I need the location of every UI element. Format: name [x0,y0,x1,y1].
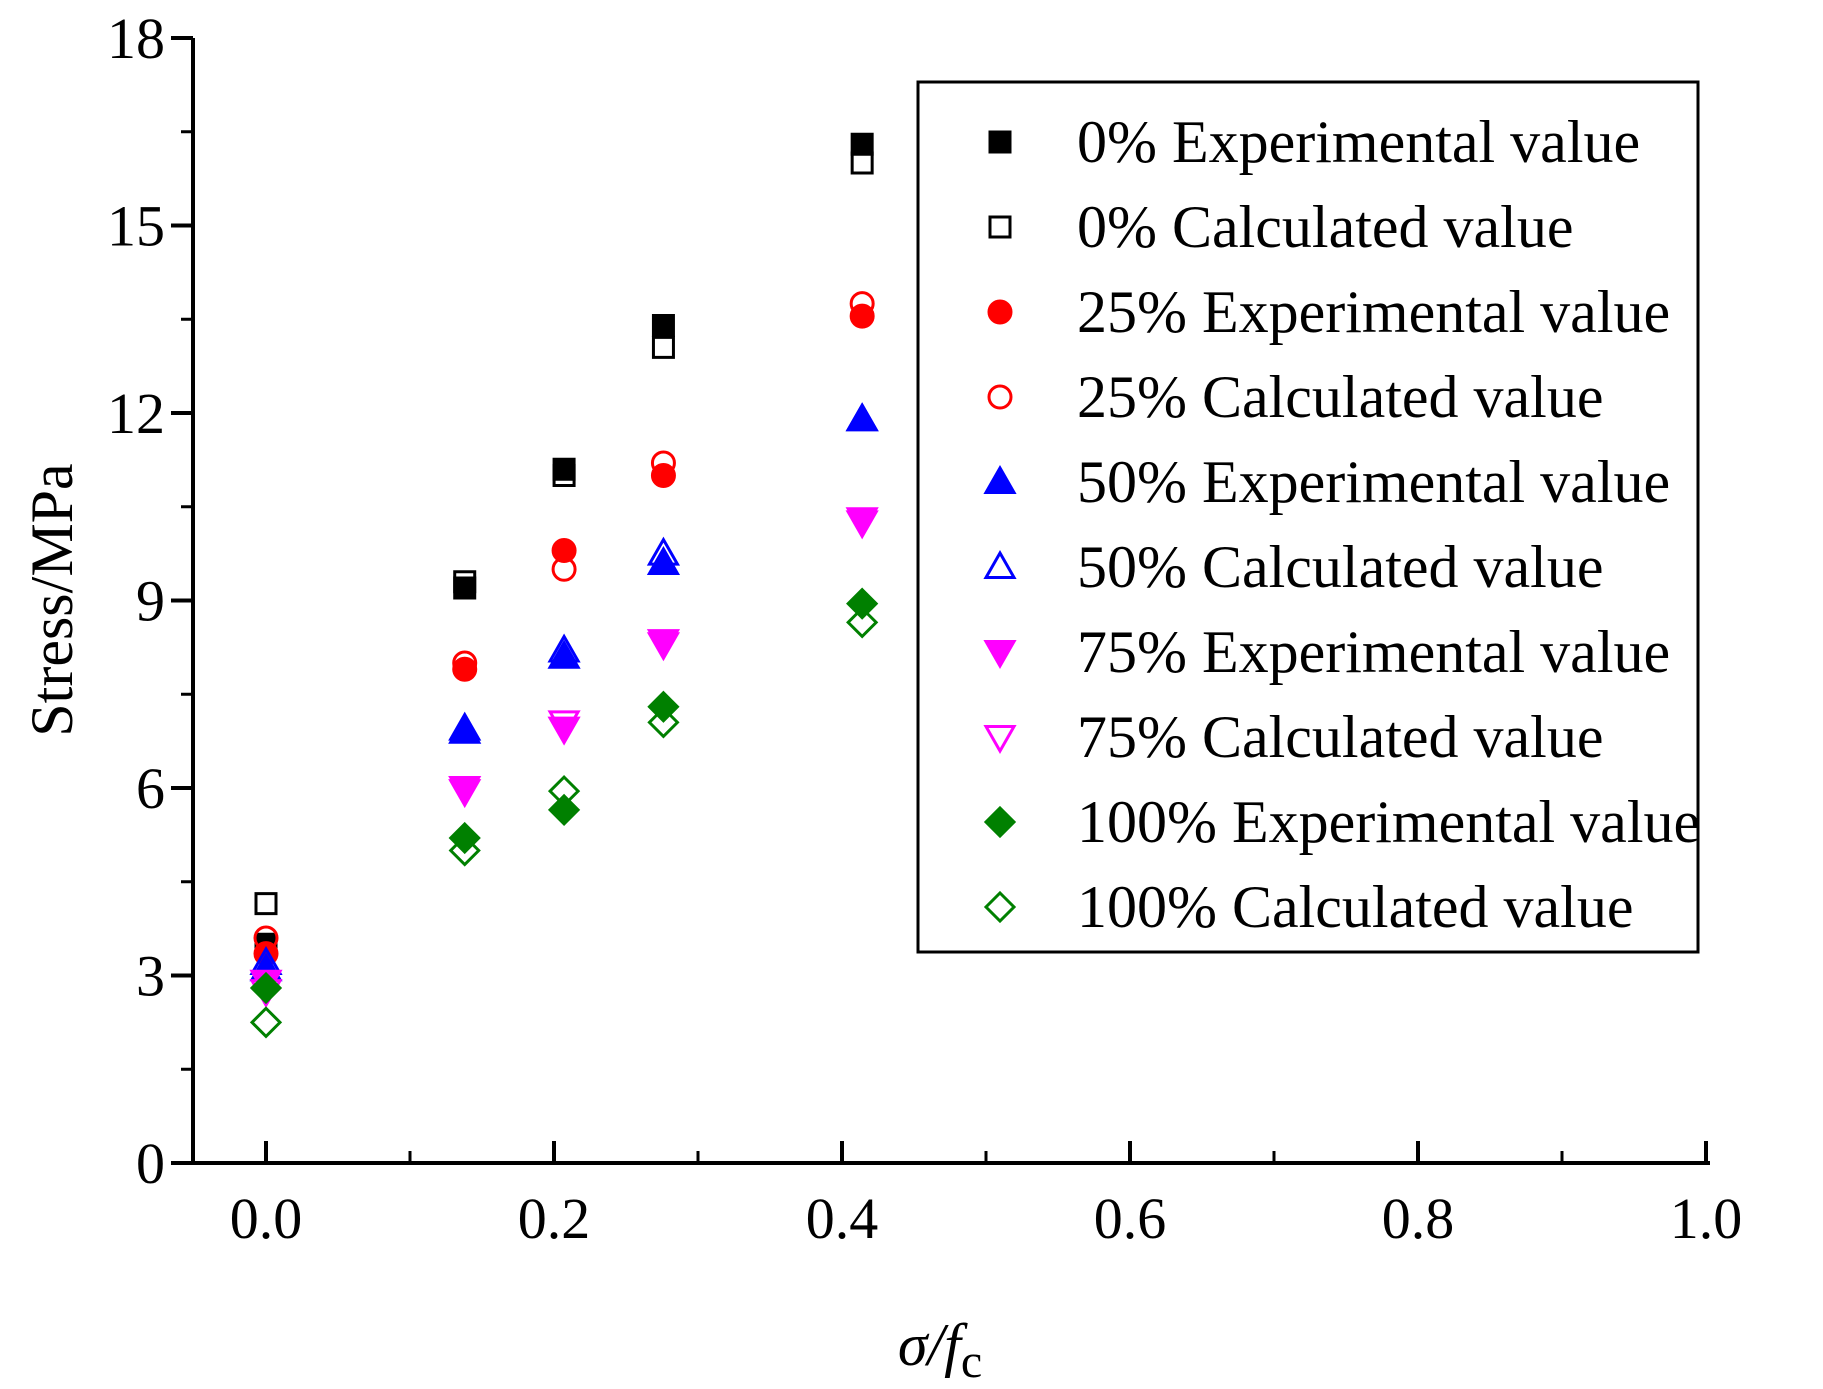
data-point [254,892,278,916]
legend: 0% Experimental value 0% Calculated value… [916,80,1700,954]
data-point [850,132,874,156]
x-tick-label-0.2: 0.2 [518,1186,591,1251]
series-7 [249,510,879,1009]
data-point [651,314,675,337]
y-tick-label-12: 12 [107,381,165,446]
data-point [646,536,681,566]
series-1 [254,151,874,916]
data-point [646,545,681,575]
y-tick-label-6: 6 [136,756,165,821]
x-tick-label-0.8: 0.8 [1382,1186,1455,1251]
legend-label-5: 50% Calculated value [1077,534,1603,600]
data-point [845,402,879,432]
data-point [453,576,477,600]
data-point [650,450,676,476]
data-point [448,714,482,744]
data-points [249,132,879,1039]
x-tick-label-0.6: 0.6 [1094,1186,1167,1251]
ticks [171,36,1708,1165]
legend-marker-1 [988,215,1012,239]
data-point [551,538,577,563]
y-tick-label-0: 0 [136,1131,165,1196]
data-point [547,633,581,663]
y-tick-label-15: 15 [107,194,165,259]
y-tick-label-9: 9 [136,569,165,634]
data-point [849,291,875,317]
legend-box [916,80,1700,954]
data-point [453,570,477,594]
data-point [846,606,879,639]
series-5 [249,402,879,975]
data-point [448,779,482,809]
series-9 [249,606,879,1039]
data-point [845,507,879,537]
legend-label-2: 25% Experimental value [1077,279,1670,345]
legend-marker-5 [983,549,1017,579]
data-point [552,457,576,481]
y-axis-title: Stress/MPa [19,463,85,736]
legend-label-7: 75% Calculated value [1077,704,1603,770]
legend-label-4: 50% Experimental value [1077,449,1670,515]
x-axis-title-subscript: c [961,1335,982,1388]
x-tick-label-0.4: 0.4 [806,1186,879,1251]
data-point [646,629,681,659]
y-tick-label-18: 18 [107,6,165,71]
data-point [845,510,879,540]
legend-label-0: 0% Experimental value [1077,109,1640,175]
data-point [452,656,478,682]
x-tick-label-0.0: 0.0 [230,1186,303,1251]
legend-label-9: 100% Calculated value [1077,874,1633,940]
data-point [646,632,681,662]
legend-marker-7 [983,725,1017,755]
x-axis-title-main: σ/f [898,1312,968,1378]
legend-marker-0 [988,130,1012,154]
x-tick-label-1.0: 1.0 [1670,1186,1743,1251]
data-point [547,775,581,808]
data-point [448,711,482,741]
legend-marker-4 [983,464,1017,494]
data-point [448,834,481,867]
data-point [651,335,675,359]
legend-marker-3 [987,384,1013,410]
data-point [647,706,680,739]
data-point [547,793,581,826]
data-point [448,776,482,806]
data-point [452,650,478,676]
legend-marker-2 [987,299,1013,325]
legend-marker-9 [983,890,1017,924]
legend-label-8: 100% Experimental value [1077,789,1700,855]
legend-marker-8 [983,805,1017,839]
data-point [850,151,874,175]
data-point [846,587,879,620]
data-point [551,556,577,582]
tick-labels: 0 3 6 9 12 15 18 0.0 0.2 0.4 0.6 0.8 1.0 [107,6,1742,1251]
legend-marker-6 [983,640,1017,670]
series-4 [249,402,879,982]
legend-label-3: 25% Calculated value [1077,364,1603,430]
series-6 [249,507,879,999]
legend-label-1: 0% Calculated value [1077,194,1573,260]
y-tick-label-3: 3 [136,944,165,1009]
data-point [249,1006,283,1039]
legend-label-6: 75% Experimental value [1077,619,1670,685]
series-3 [253,291,875,951]
x-axis-title: σ/fc [898,1312,982,1388]
data-point [249,971,283,1005]
data-point [552,464,576,487]
data-point [547,710,581,740]
data-point [845,402,879,432]
